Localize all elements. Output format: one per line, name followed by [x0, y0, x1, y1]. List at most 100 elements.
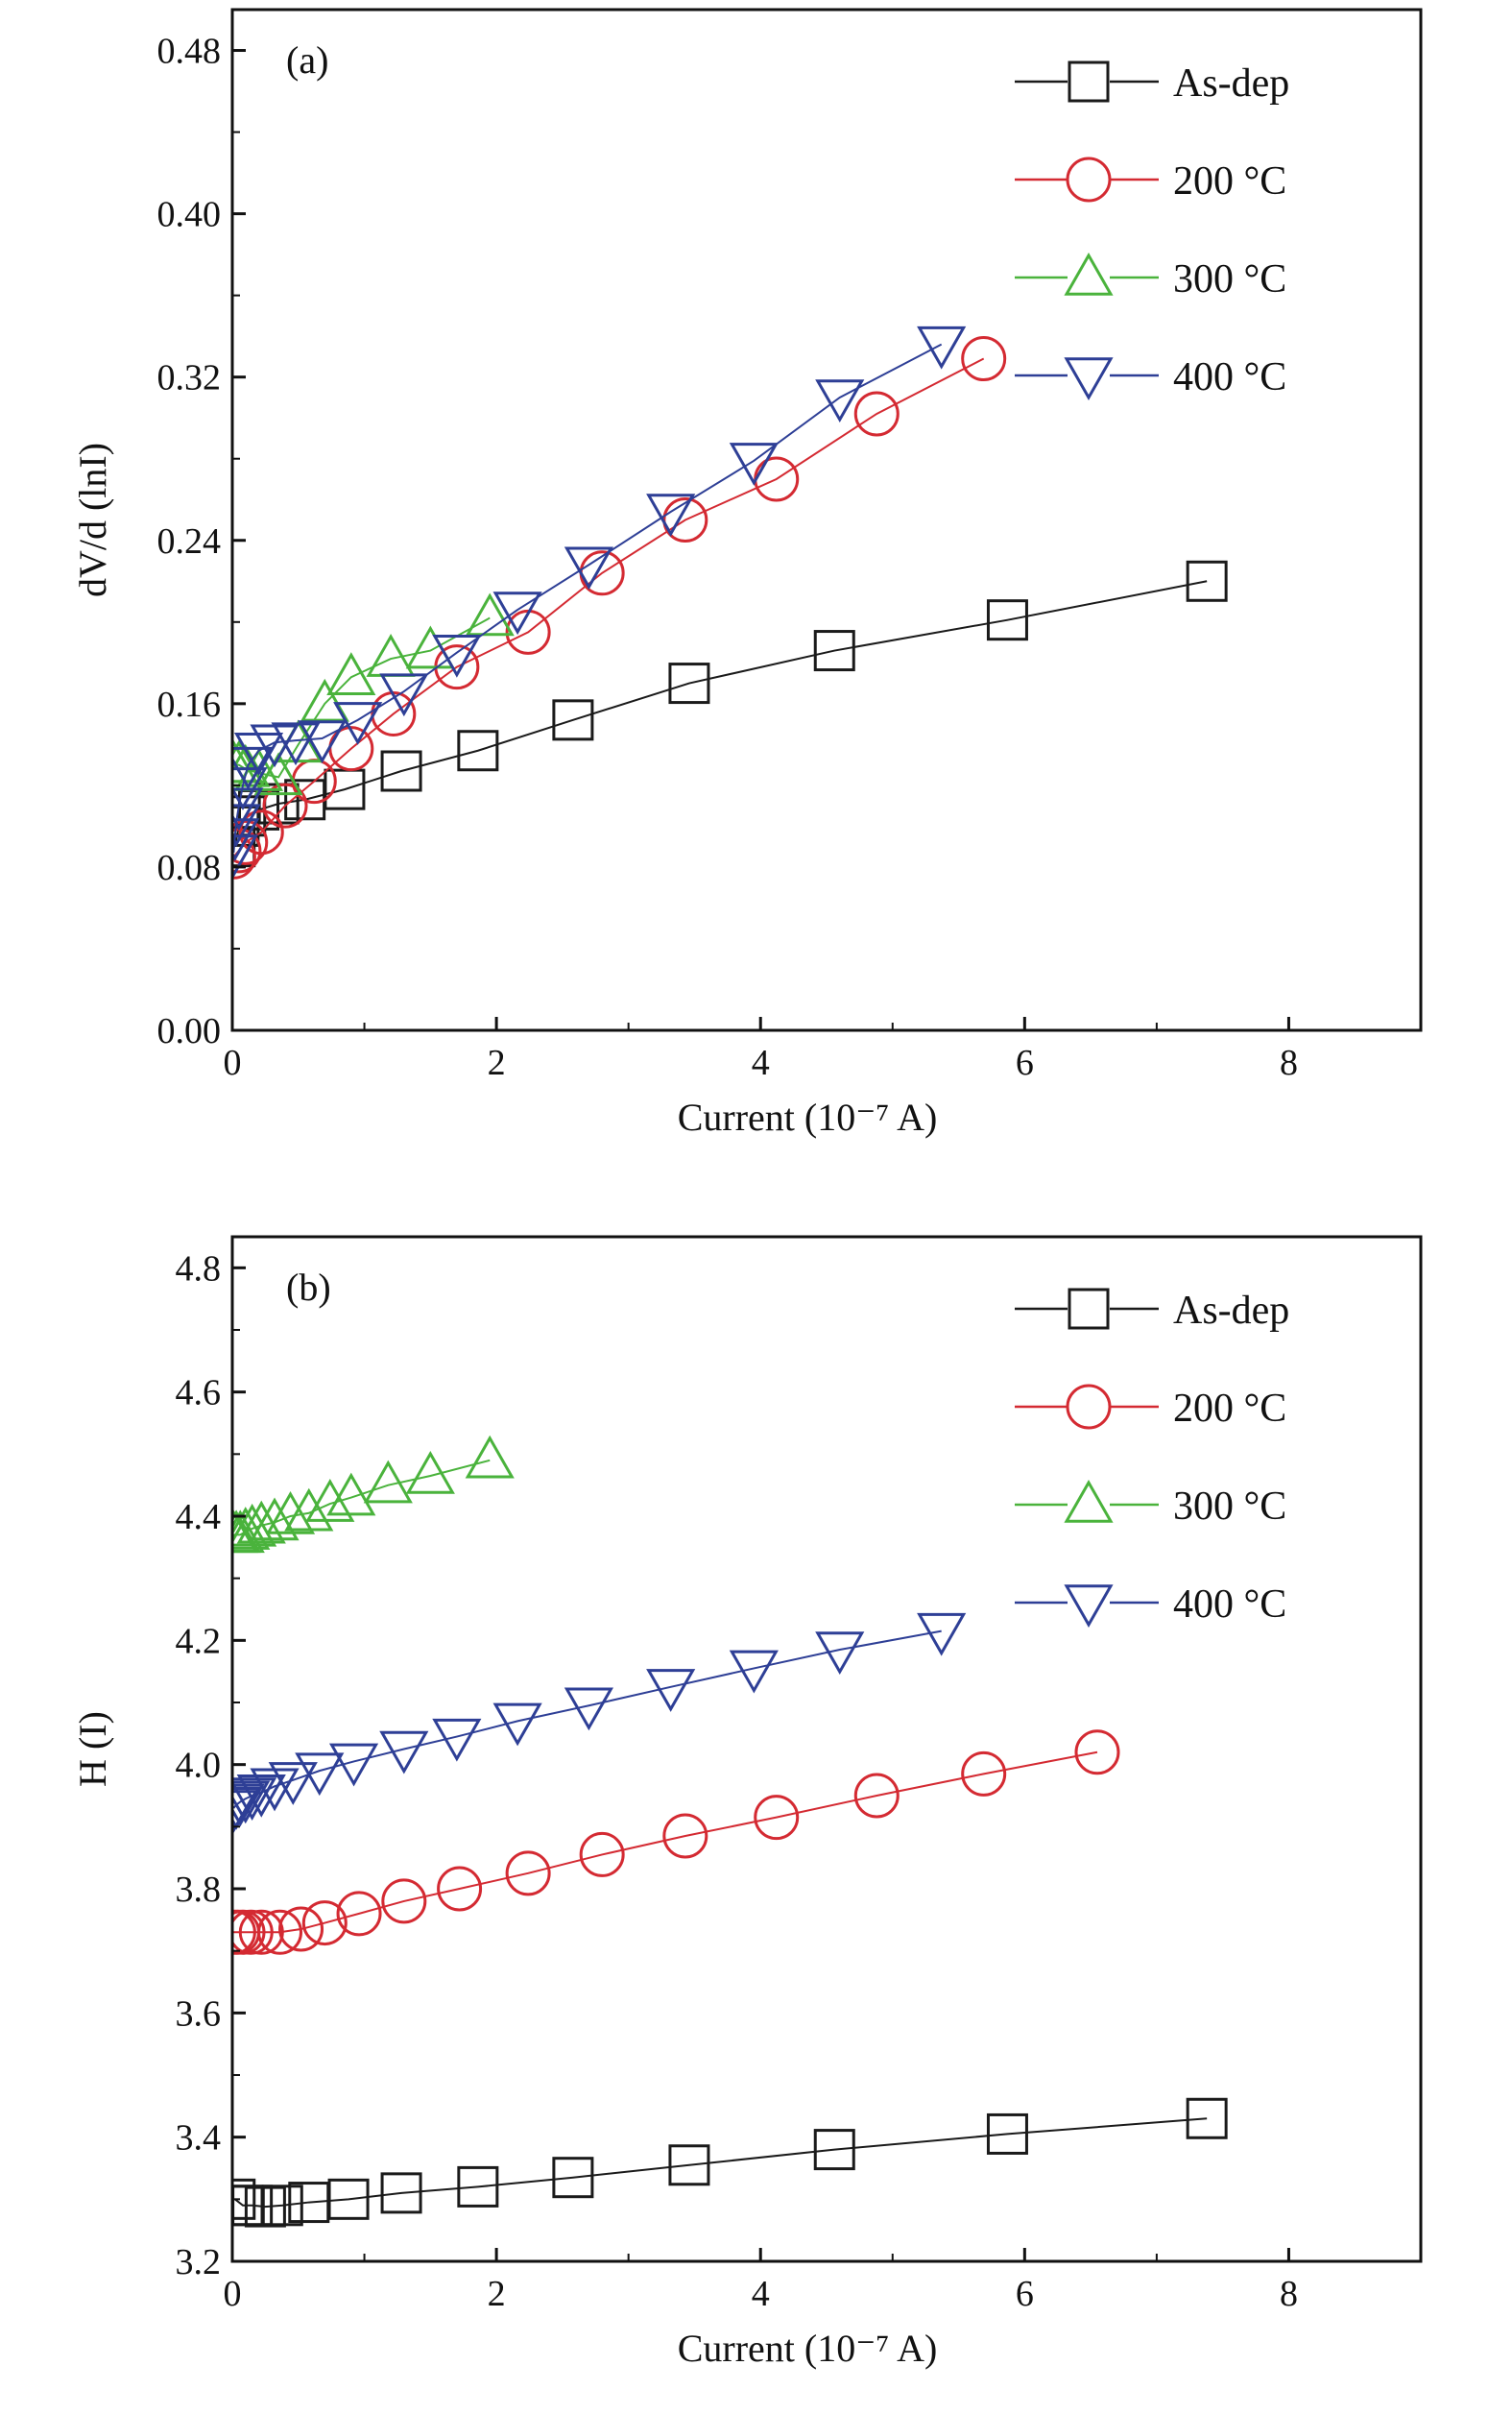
data-point — [253, 752, 303, 796]
legend-label: As-dep — [1173, 61, 1289, 106]
data-point — [380, 750, 422, 792]
legend-label: 200 °C — [1173, 159, 1286, 204]
legend-marker — [1064, 357, 1114, 401]
data-point — [250, 1497, 300, 1541]
series-200-c — [210, 1729, 1120, 1955]
legend-marker-bg — [1068, 59, 1110, 105]
panel-label: (b) — [286, 1266, 331, 1309]
x-tick-label: 8 — [1280, 1043, 1298, 1083]
panel-a: 0 2 4 6 8 0.00 0.08 0.16 0.24 0.32 0.40 0.48 (a) Curr… — [0, 0, 1423, 1139]
legend-item: 400 °C — [1015, 1580, 1286, 1629]
data-point — [301, 1900, 348, 1946]
legend-marker — [1068, 60, 1110, 103]
legend-item: As-dep — [1015, 59, 1289, 106]
data-point — [326, 1472, 376, 1516]
y-tick-label: 4.0 — [176, 1746, 222, 1786]
x-tick-label: 6 — [1016, 1043, 1034, 1083]
data-point — [662, 1813, 708, 1859]
legend-marker — [1068, 1288, 1110, 1330]
data-point — [324, 768, 366, 810]
data-point — [668, 2144, 710, 2186]
data-point — [457, 2165, 499, 2208]
data-point — [300, 678, 349, 722]
legend-item: 400 °C — [1015, 352, 1286, 401]
x-axis-title: Current (10⁻⁷ A) — [678, 2327, 938, 2370]
data-point — [729, 443, 779, 486]
legend-item: 300 °C — [1015, 1479, 1286, 1529]
data-point — [221, 1780, 271, 1824]
left-mask — [0, 0, 232, 1088]
data-point — [284, 1487, 334, 1532]
panel-label: (a) — [286, 38, 328, 82]
legend-marker — [1064, 1479, 1114, 1523]
legend-item: 300 °C — [1015, 252, 1286, 302]
series-line — [232, 1629, 942, 1809]
data-point — [268, 1762, 318, 1805]
x-tick-label: 6 — [1016, 2274, 1034, 2314]
data-point — [278, 1906, 324, 1952]
data-point — [1074, 1729, 1120, 1775]
series-line — [233, 580, 1208, 847]
y-tick-label: 3.2 — [176, 2242, 222, 2282]
y-tick-label: 3.8 — [176, 1870, 222, 1910]
data-point — [961, 336, 1007, 382]
legend-label: As-dep — [1173, 1289, 1289, 1333]
y-tick-label: 0.16 — [157, 685, 222, 725]
series-line — [233, 1459, 491, 1536]
data-point — [815, 1631, 865, 1676]
series-line — [233, 1750, 1098, 1934]
data-point — [328, 1743, 379, 1787]
data-point — [432, 1718, 482, 1762]
data-point — [552, 2157, 594, 2199]
legend-label: 300 °C — [1173, 257, 1286, 302]
series-400-c — [208, 1612, 967, 1833]
series-300-c — [208, 592, 515, 796]
data-point — [465, 592, 515, 637]
legend-label: 400 °C — [1173, 355, 1286, 399]
y-tick-label: 0.00 — [157, 1011, 222, 1051]
y-tick-label: 0.40 — [157, 195, 222, 235]
y-tick-label: 0.32 — [157, 358, 222, 398]
data-point — [986, 2112, 1028, 2155]
data-point — [261, 2185, 303, 2227]
y-axis-title: H (I) — [71, 1711, 114, 1787]
data-point — [505, 1850, 551, 1896]
data-point — [326, 652, 376, 695]
data-point — [295, 1752, 345, 1797]
x-tick-label: 0 — [224, 1043, 242, 1083]
data-point — [961, 1750, 1007, 1797]
plot-frame — [230, 1235, 1423, 2263]
x-tick-label: 0 — [224, 2274, 242, 2314]
y-tick-label: 4.6 — [176, 1373, 222, 1413]
legend-item: 200 °C — [1015, 1384, 1286, 1431]
legend-label: 300 °C — [1173, 1485, 1286, 1529]
data-point — [228, 1777, 277, 1822]
data-point — [853, 1773, 900, 1819]
legend: As-dep 200 °C 300 °C 400 °C — [1015, 1286, 1289, 1629]
legend-label: 200 °C — [1173, 1387, 1286, 1431]
y-tick-label: 4.8 — [176, 1248, 222, 1289]
legend-marker-bg — [1068, 1286, 1110, 1332]
data-point — [465, 1435, 515, 1479]
data-point — [333, 702, 383, 745]
data-point — [238, 809, 284, 856]
data-point — [257, 1909, 303, 1955]
legend-marker — [1066, 1384, 1112, 1430]
legend: As-dep 200 °C 300 °C 400 °C — [1015, 59, 1289, 401]
series-line — [232, 343, 943, 854]
y-tick-label: 0.24 — [157, 521, 222, 562]
data-point — [986, 599, 1028, 641]
data-point — [917, 326, 967, 370]
data-point — [238, 1909, 284, 1955]
y-tick-label: 4.2 — [176, 1621, 222, 1661]
data-point — [380, 2172, 422, 2214]
series-as-dep — [214, 2097, 1228, 2228]
data-point — [432, 634, 482, 678]
y-axis-title: dV/d (lnI) — [71, 443, 114, 597]
data-point — [336, 1891, 382, 1937]
panel-b: 0 2 4 6 8 3.2 3.4 3.6 3.8 4.0 4.2 4.4 4.6 4.8 (b) Curre… — [0, 1179, 1423, 2370]
data-point — [379, 673, 429, 717]
left-mask — [0, 1179, 232, 2319]
legend-label: 400 °C — [1173, 1582, 1286, 1627]
